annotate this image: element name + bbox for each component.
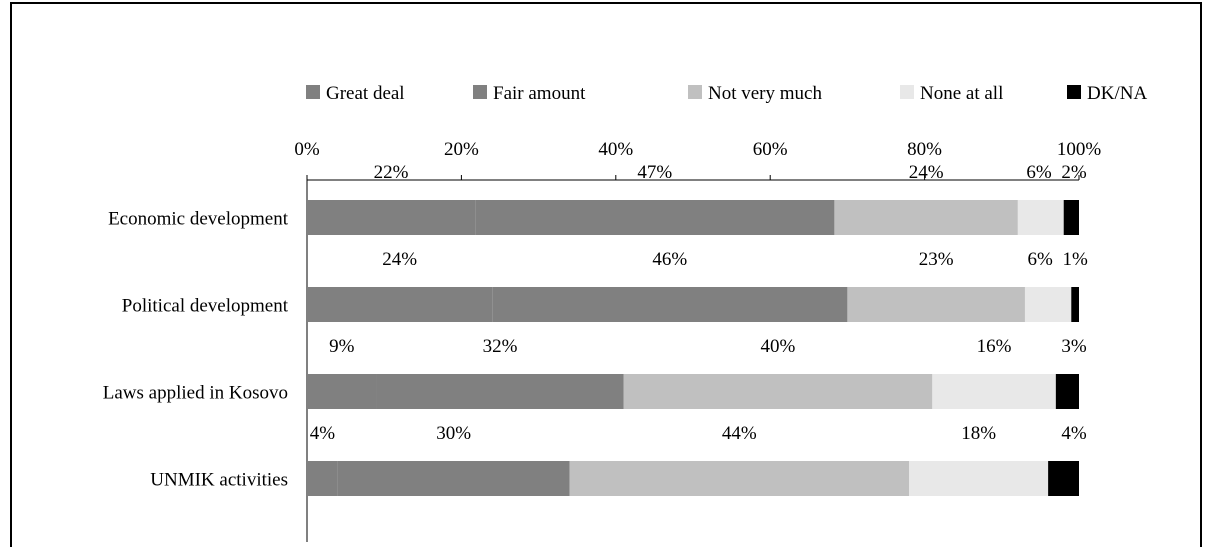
bar-segment-none-at-all	[909, 461, 1048, 496]
x-tick-label: 100%	[1057, 139, 1102, 160]
data-label: 47%	[637, 162, 672, 183]
data-label: 30%	[436, 423, 471, 444]
data-label: 2%	[1061, 162, 1087, 183]
legend-swatch	[900, 85, 914, 99]
chart-frame: Great deal Fair amount Not very much None a…	[10, 2, 1202, 547]
legend-label: DK/NA	[1087, 83, 1147, 104]
data-label: 24%	[909, 162, 944, 183]
category-label: Political development	[122, 296, 289, 317]
bar-segment-fair-amount	[492, 287, 847, 322]
legend-item-fair-amount: Fair amount	[473, 83, 586, 104]
category-labels: Economic development Political developmen…	[103, 209, 289, 491]
category-label: UNMIK activities	[150, 470, 288, 491]
legend-swatch	[306, 85, 320, 99]
bar-segment-none-at-all	[1018, 200, 1064, 235]
bar-segment-not-very-much	[569, 461, 909, 496]
x-tick-label: 60%	[753, 139, 788, 160]
bar-segment-none-at-all	[932, 374, 1056, 409]
bar-row-economic-development	[307, 200, 1079, 235]
data-label: 22%	[374, 162, 409, 183]
data-label: 1%	[1062, 249, 1088, 270]
bar-segment-great-deal	[307, 200, 475, 235]
bar-segment-dk-na	[1056, 374, 1079, 409]
x-tick-label: 80%	[907, 139, 942, 160]
data-label: 16%	[977, 336, 1012, 357]
data-label: 46%	[652, 249, 687, 270]
legend-label: Great deal	[326, 83, 405, 104]
data-label: 40%	[761, 336, 796, 357]
bar-segment-great-deal	[307, 461, 338, 496]
bar-segment-none-at-all	[1025, 287, 1071, 322]
legend-item-great-deal: Great deal	[306, 83, 405, 104]
data-label: 4%	[310, 423, 336, 444]
legend-swatch	[1067, 85, 1081, 99]
category-label: Economic development	[108, 209, 289, 230]
legend: Great deal Fair amount Not very much None a…	[306, 83, 1147, 104]
bars	[307, 200, 1079, 496]
bar-segment-fair-amount	[338, 461, 570, 496]
data-label: 32%	[483, 336, 518, 357]
data-label: 23%	[919, 249, 954, 270]
legend-item-none-at-all: None at all	[900, 83, 1003, 104]
data-label: 6%	[1026, 162, 1052, 183]
x-tick-label: 0%	[294, 139, 320, 160]
bar-segment-dk-na	[1048, 461, 1079, 496]
data-label: 3%	[1061, 336, 1087, 357]
bar-row-laws-applied-in-kosovo	[307, 374, 1079, 409]
data-label: 24%	[382, 249, 417, 270]
legend-label: Fair amount	[493, 83, 586, 104]
x-tick-label: 20%	[444, 139, 479, 160]
bar-row-political-development	[307, 287, 1079, 322]
bar-segment-not-very-much	[847, 287, 1025, 322]
data-label: 9%	[329, 336, 355, 357]
legend-item-dk-na: DK/NA	[1067, 83, 1147, 104]
data-label: 6%	[1027, 249, 1053, 270]
bar-segment-not-very-much	[624, 374, 933, 409]
bar-segment-great-deal	[307, 374, 376, 409]
x-tick-label: 40%	[598, 139, 633, 160]
bar-row-unmik-activities	[307, 461, 1079, 496]
data-label: 44%	[722, 423, 757, 444]
bar-segment-fair-amount	[475, 200, 834, 235]
legend-swatch	[688, 85, 702, 99]
bar-segment-fair-amount	[376, 374, 623, 409]
legend-swatch	[473, 85, 487, 99]
data-label: 18%	[961, 423, 996, 444]
stacked-bar-chart: Great deal Fair amount Not very much None a…	[12, 4, 1204, 549]
bar-segment-dk-na	[1064, 200, 1079, 235]
legend-label: None at all	[920, 83, 1003, 104]
data-label: 4%	[1061, 423, 1087, 444]
bar-segment-not-very-much	[834, 200, 1017, 235]
bar-segment-dk-na	[1071, 287, 1079, 322]
bar-segment-great-deal	[307, 287, 492, 322]
legend-item-not-very-much: Not very much	[688, 83, 822, 104]
category-label: Laws applied in Kosovo	[103, 383, 288, 404]
legend-label: Not very much	[708, 83, 822, 104]
